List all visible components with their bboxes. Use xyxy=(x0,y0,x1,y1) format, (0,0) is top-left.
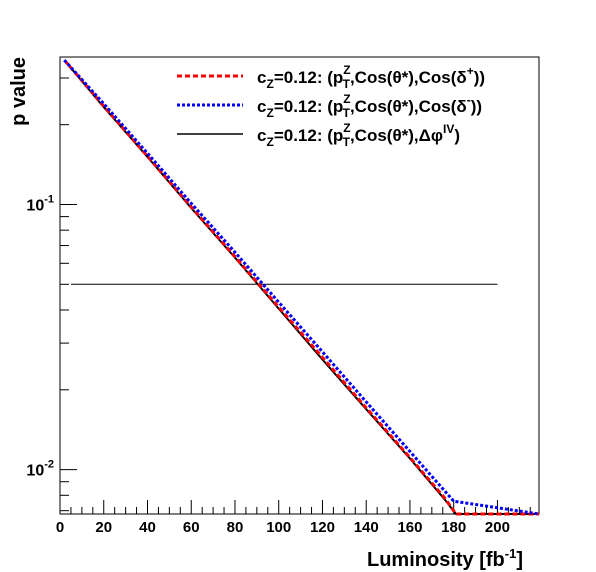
x-tick-label: 200 xyxy=(485,519,510,536)
y-tick-label: 10-1 xyxy=(26,193,54,214)
legend-entry-3: cZ=0.12: (pZ T,Cos(θ*),ΔφIV) xyxy=(257,121,460,149)
x-tick-label: 0 xyxy=(56,519,64,536)
x-tick-label: 20 xyxy=(95,519,112,536)
y-minor-ticks xyxy=(60,77,69,512)
y-major-ticks xyxy=(60,203,77,471)
x-axis-title-sup: -1 xyxy=(505,546,517,561)
x-tick-label: 180 xyxy=(441,519,466,536)
y-tick-label: 10-2 xyxy=(26,459,54,480)
plot-frame xyxy=(59,56,540,515)
legend-entry-2: cZ=0.12: (pZ T,Cos(θ*),Cos(δ-)) xyxy=(257,92,482,120)
x-tick-labels: 0 20 40 60 80 100 120 140 160 180 200 xyxy=(56,519,510,536)
x-axis-title-end: ] xyxy=(516,549,523,571)
y-tick-labels: 10-1 10-2 xyxy=(26,193,54,479)
x-tick-label: 40 xyxy=(139,519,156,536)
x-tick-label: 60 xyxy=(183,519,200,536)
x-tick-label: 80 xyxy=(227,519,244,536)
x-tick-label: 120 xyxy=(310,519,335,536)
legend-entry-1: cZ=0.12: (pZ T,Cos(θ*),Cos(δ+)) xyxy=(257,63,485,91)
y-axis-title: p value xyxy=(8,57,30,126)
x-tick-label: 160 xyxy=(397,519,422,536)
series-line-2 xyxy=(63,59,540,516)
x-tick-label: 140 xyxy=(354,519,379,536)
x-ticks xyxy=(59,500,531,514)
series-group xyxy=(63,59,540,516)
x-tick-label: 100 xyxy=(266,519,291,536)
legend: cZ=0.12: (pZ T,Cos(θ*),Cos(δ+)) cZ=0.12: … xyxy=(177,63,485,149)
x-axis-title: Luminosity [fb-1] xyxy=(367,546,523,571)
x-axis-title-main: Luminosity [fb xyxy=(367,549,505,571)
series-line-1 xyxy=(63,59,539,516)
